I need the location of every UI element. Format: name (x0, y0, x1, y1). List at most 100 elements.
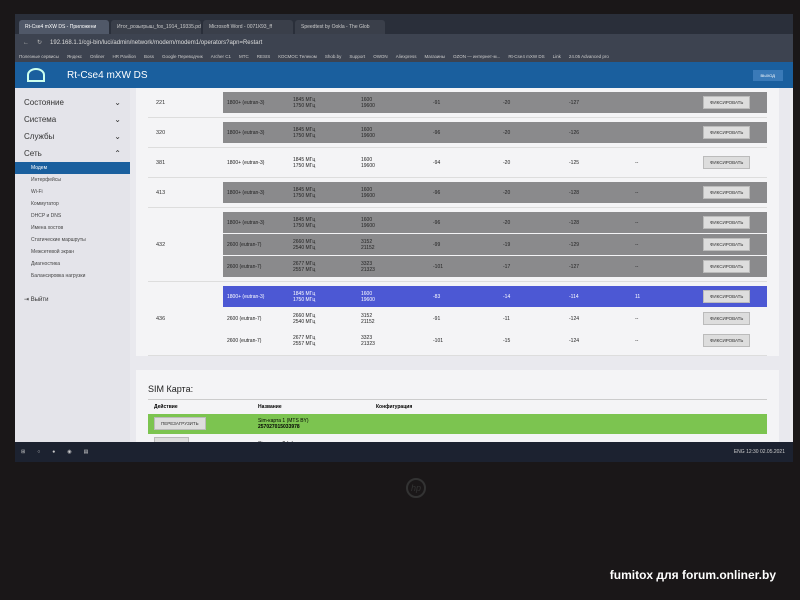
sinr: 11 (635, 293, 641, 300)
sidebar-item[interactable]: Интерфейсы (31, 177, 61, 183)
fix-button[interactable]: ФИКСИРОВАТЬ (703, 156, 751, 169)
sim-row: ПЕРЕЗАГРУЗИТЬ Sim-карта 1 (MTS BY) 2570270… (148, 414, 767, 434)
sidebar-item[interactable]: Статические маршруты (31, 237, 86, 243)
freq-ul: 1750 МГц (293, 162, 316, 169)
table-row: 1800+ (eutran-3) 1845 МГц 1750 МГц 1600 1960… (223, 212, 767, 233)
table-row: 2600 (eutran-7) 2660 МГц 2540 МГц 3152 21152… (223, 234, 767, 255)
sim-name: Sim-карта 1 (MTS BY) (258, 418, 309, 424)
sidebar-item[interactable]: Коммутатор (31, 201, 59, 207)
bookmark-item[interactable]: Полезные сервисы (19, 54, 59, 59)
logout-button[interactable]: ВЫХОД (752, 69, 783, 81)
bookmark-item[interactable]: 24.05 Advanced pro (568, 54, 609, 59)
band: 1800+ (eutran-3) (227, 99, 265, 106)
reload-icon[interactable]: ↻ (37, 40, 43, 46)
header-config: Конфигурация (376, 404, 413, 410)
fix-button[interactable]: ФИКСИРОВАТЬ (703, 238, 751, 251)
frequency: 2677 МГц 2557 МГц (293, 335, 361, 347)
bookmark-item[interactable]: Google Переводчик (162, 54, 203, 59)
bookmark-item[interactable]: Archer C1 (210, 54, 232, 59)
back-icon[interactable]: ← (23, 39, 29, 46)
frequency: 2660 МГц 2540 МГц (293, 313, 361, 325)
chevron-down-icon: ⌄ (114, 132, 121, 141)
firefox-icon[interactable]: ● (52, 449, 56, 455)
browser-tab[interactable]: Rt-Cse4 mXW DS - Приложени (19, 20, 109, 34)
cell-group: 432 1800+ (eutran-3) 1845 МГц 1750 МГц 1600 1… (148, 208, 767, 282)
sinr: -- (635, 189, 639, 196)
sinr: -- (635, 219, 639, 226)
browser-tab[interactable]: Speedtest by Ookla - The Glob (295, 20, 385, 34)
bookmark-item[interactable]: Shob.by (324, 54, 342, 59)
browser-tab[interactable]: Итог_розыгрыш_fox_1914_19335.pdf (111, 20, 201, 34)
fix-button[interactable]: ФИКСИРОВАТЬ (703, 96, 751, 109)
freq-dl: 1845 МГц (293, 186, 316, 193)
bookmark-item[interactable]: OWON (373, 54, 388, 59)
sidebar-item[interactable]: Межсетевой экран (31, 249, 75, 255)
exit-link[interactable]: ⇥ Выйти (24, 296, 121, 303)
rssi: -127 (569, 99, 580, 106)
freq-ul: 2557 МГц (293, 266, 316, 273)
bookmark-item[interactable]: Яндекс (66, 54, 82, 59)
frequency: 1845 МГц 1750 МГц (293, 217, 361, 229)
sim-name-cell: Sim-карта 1 (MTS BY) 257027015033978 (258, 418, 376, 430)
windows-start-icon[interactable]: ⊞ (21, 449, 26, 455)
cell-group: 413 1800+ (eutran-3) 1845 МГц 1750 МГц 1600 1… (148, 178, 767, 208)
sidebar-item[interactable]: Диагностика (31, 261, 60, 267)
fix-button[interactable]: ФИКСИРОВАТЬ (703, 126, 751, 139)
url-input[interactable]: 192.168.1.1/cgi-bin/luci/admin/network/m… (50, 39, 263, 46)
cell-rows: 1800+ (eutran-3) 1845 МГц 1750 МГц 1600 1960… (223, 211, 767, 278)
sidebar-section[interactable]: Службы ⌄ (15, 128, 130, 145)
sidebar-item[interactable]: Модем (15, 162, 130, 174)
bookmark-item[interactable]: RESIS (256, 54, 271, 59)
rsrp: -91 (433, 315, 441, 322)
bookmark-item[interactable]: OZON — интернет-м... (453, 54, 501, 59)
rsrp: -94 (433, 159, 441, 166)
rsrq: -19 (503, 241, 511, 248)
sidebar-section[interactable]: Сеть ⌃ (15, 145, 130, 162)
fix-button[interactable]: ФИКСИРОВАТЬ (703, 334, 751, 347)
earfcn-dl: 1600 (361, 156, 373, 163)
cell-rows: 1800+ (eutran-3) 1845 МГц 1750 МГц 1600 1960… (223, 181, 767, 204)
freq-dl: 1845 МГц (293, 290, 316, 297)
fix-button[interactable]: ФИКСИРОВАТЬ (703, 290, 751, 303)
bookmark-item[interactable]: МТС (239, 54, 249, 59)
band: 2600 (eutran-7) (227, 263, 262, 270)
sidebar-item[interactable]: Имена хостов (31, 225, 64, 231)
fix-button[interactable]: ФИКСИРОВАТЬ (703, 312, 751, 325)
bookmark-item[interactable]: HR Pavilion (112, 54, 137, 59)
sim-action-cell: ПЕРЕЗАГРУЗИТЬ (148, 417, 258, 430)
table-row: 2600 (eutran-7) 2660 МГц 2540 МГц 3152 21152… (223, 308, 767, 329)
rssi: -124 (569, 315, 580, 322)
earfcn-ul: 21152 (361, 244, 375, 251)
frequency: 1845 МГц 1750 МГц (293, 127, 361, 139)
sidebar-item[interactable]: Балансировка нагрузки (31, 273, 86, 279)
sidebar-section[interactable]: Система ⌄ (15, 111, 130, 128)
bookmark-item[interactable]: Aliexpress (395, 54, 417, 59)
bookmark-item[interactable]: Link (552, 54, 561, 59)
sidebar-item[interactable]: Wi-Fi (31, 189, 43, 195)
bookmark-item[interactable]: Support (349, 54, 366, 59)
fix-button[interactable]: ФИКСИРОВАТЬ (703, 260, 751, 273)
bookmark-item[interactable]: Boss (144, 54, 155, 59)
sidebar-section[interactable]: Состояние ⌄ (15, 94, 130, 111)
bookmark-item[interactable]: Rt-Cse4 mXW DS (508, 54, 545, 59)
bookmark-item[interactable]: Магазины (424, 54, 446, 59)
bookmark-item[interactable]: КОСМОС Телеком (278, 54, 317, 59)
sidebar-item[interactable]: DHCP и DNS (31, 213, 62, 219)
browser-tab[interactable]: Microsoft Word - 0071К93_ff (203, 20, 293, 34)
cell-id: 381 (156, 159, 166, 166)
table-row: 2600 (eutran-7) 2677 МГц 2557 МГц 3323 21323… (223, 256, 767, 277)
sim-action-button[interactable]: ПЕРЕЗАГРУЗИТЬ (154, 417, 206, 430)
search-icon[interactable]: ○ (37, 449, 41, 455)
rsrq: -20 (503, 129, 511, 136)
rssi: -127 (569, 263, 580, 270)
fix-button[interactable]: ФИКСИРОВАТЬ (703, 186, 751, 199)
fix-button[interactable]: ФИКСИРОВАТЬ (703, 216, 751, 229)
bookmark-item[interactable]: Onliner (90, 54, 105, 59)
table-row: 1800+ (eutran-3) 1845 МГц 1750 МГц 1600 1960… (223, 152, 767, 173)
content: 221 1800+ (eutran-3) 1845 МГц 1750 МГц 1600 1… (130, 88, 793, 462)
edge-icon[interactable]: ◉ (67, 449, 72, 455)
explorer-icon[interactable]: ▤ (83, 449, 89, 455)
freq-dl: 2660 МГц (293, 312, 316, 319)
rsrp: -96 (433, 129, 441, 136)
exit-icon: ⇥ (24, 297, 31, 303)
